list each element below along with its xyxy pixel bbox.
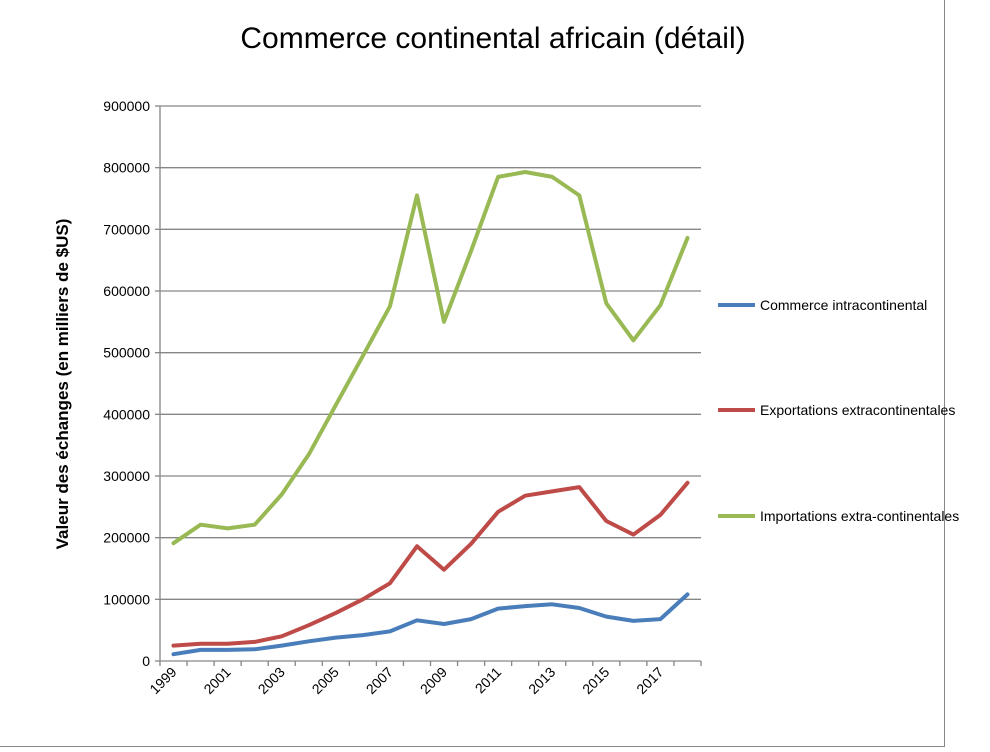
y-tick-label: 0: [142, 653, 150, 669]
legend-label: Importations extra-continentales: [760, 508, 959, 524]
legend-label: Exportations extracontinentales: [760, 402, 955, 418]
y-tick-label: 300000: [103, 468, 150, 484]
series-line-0: [171, 592, 690, 657]
x-tick-label: 2017: [633, 664, 666, 697]
x-tick-label: 2011: [472, 664, 505, 697]
y-tick-label: 200000: [103, 530, 150, 546]
chart-frame: [0, 0, 945, 747]
x-tick-label: 2013: [525, 664, 558, 697]
y-tick-label: 400000: [103, 406, 150, 422]
series-line-2: [171, 170, 690, 546]
legend-label: Commerce intracontinental: [760, 297, 927, 313]
y-tick-label: 700000: [103, 221, 150, 237]
y-axis-label: Valeur des échanges (en milliers de $US): [53, 219, 72, 550]
y-tick-label: 800000: [103, 160, 150, 176]
x-tick-label: 2007: [363, 664, 396, 697]
y-tick-label: 500000: [103, 345, 150, 361]
x-tick-label: 2015: [579, 664, 612, 697]
y-tick-label: 900000: [103, 98, 150, 114]
series-line-1: [171, 480, 690, 648]
y-tick-label: 600000: [103, 283, 150, 299]
y-tick-label: 100000: [103, 591, 150, 607]
x-tick-label: 2009: [417, 664, 450, 697]
x-tick-label: 2005: [309, 664, 342, 697]
x-tick-label: 1999: [146, 664, 179, 697]
x-tick-label: 2003: [255, 664, 288, 697]
x-tick-label: 2001: [200, 664, 233, 697]
chart-title: Commerce continental africain (détail): [240, 22, 745, 55]
